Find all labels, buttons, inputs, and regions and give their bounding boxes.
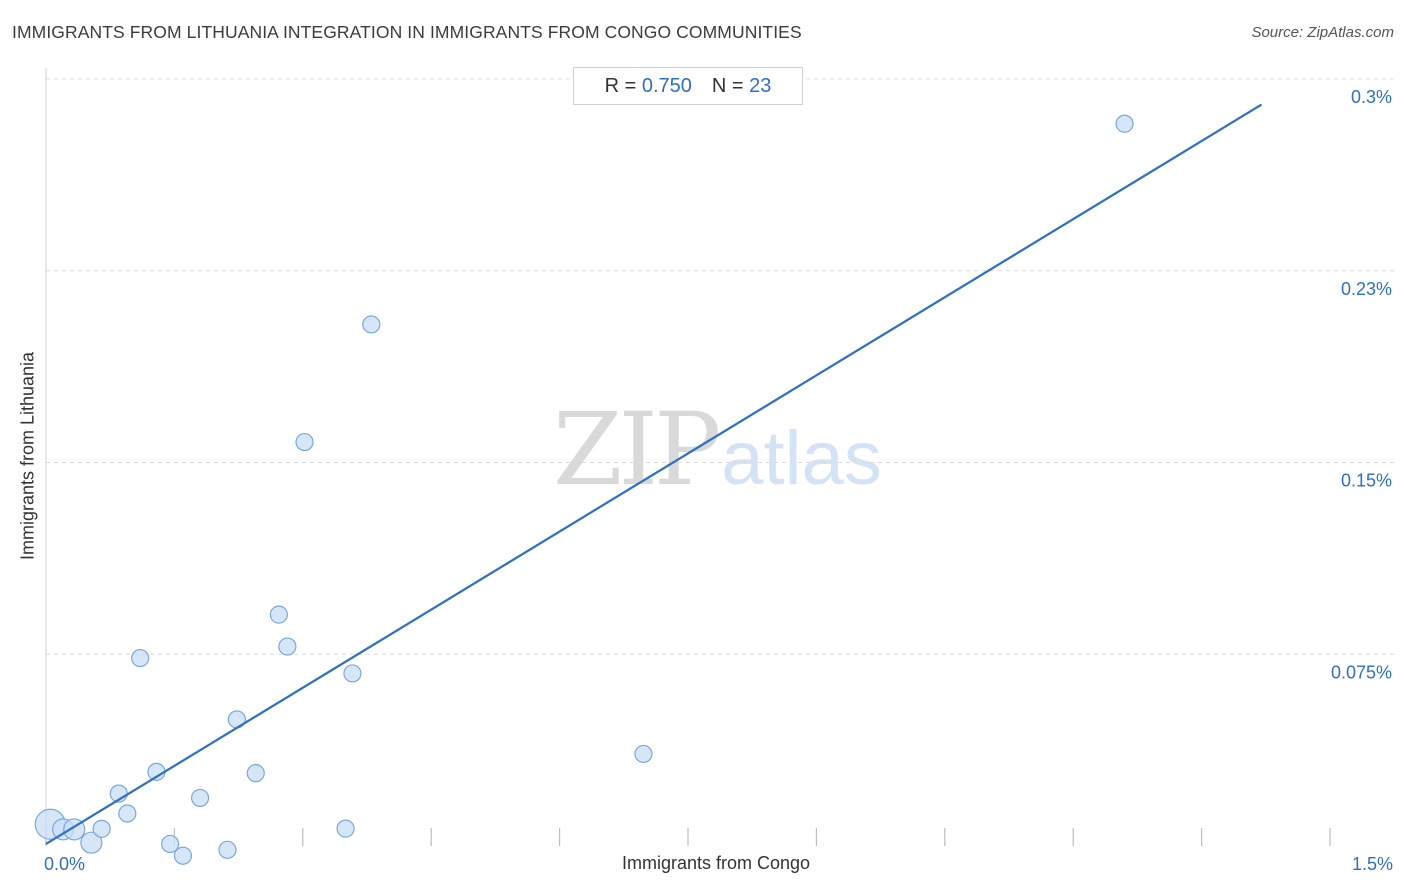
n-label: N = [711,74,744,97]
x-axis-label: Immigrants from Congo [621,853,811,873]
r-value: 0.750 [641,74,692,97]
data-point-11 [190,788,210,808]
data-point-21 [634,744,653,764]
data-point-20 [362,315,381,334]
r-label: R = [604,74,637,97]
y-tick-label-1: 0.15% [1341,471,1392,491]
y-tick-label-0: 0.075% [1331,662,1392,682]
data-point-6 [118,804,137,823]
y-tick-label-2: 0.23% [1341,279,1392,299]
data-point-22 [1115,114,1134,133]
data-point-16 [278,637,297,656]
data-point-17 [295,432,314,452]
data-point-9 [161,834,180,854]
trend-line [45,103,1263,845]
data-point-7 [131,648,150,668]
data-point-15 [269,605,288,624]
y-tick-label-3: 0.3% [1351,87,1392,107]
x-tick-label-0: 0.0% [44,854,85,874]
watermark-atlas: atlas [721,416,882,501]
x-tick-label-1: 1.5% [1352,854,1393,874]
data-point-4 [92,819,111,838]
data-point-12 [218,840,237,859]
n-value: 23 [749,74,772,97]
data-point-19 [343,664,362,683]
data-point-3 [80,831,103,854]
stats-box: R = 0.750 N = 23 [573,67,803,105]
chart-title: IMMIGRANTS FROM LITHUANIA INTEGRATION IN… [12,22,802,42]
watermark: ZIPatlas [553,400,882,500]
y-axis-label: Immigrants from Lithuania [17,351,38,561]
data-point-14 [246,764,265,783]
data-point-18 [336,819,355,838]
data-point-10 [173,846,193,865]
source-label: Source: ZipAtlas.com [1251,24,1394,41]
